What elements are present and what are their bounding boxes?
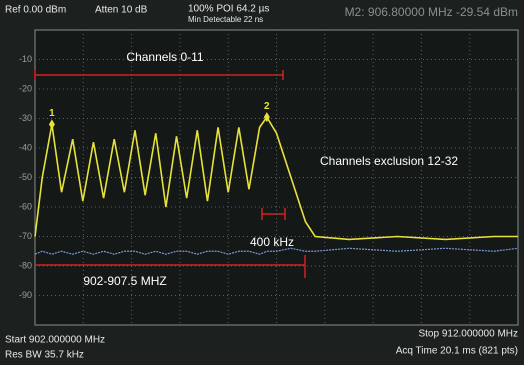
annotation: 902-907.5 MHZ (83, 274, 166, 288)
res-bw: Res BW 35.7 kHz (5, 350, 84, 361)
y-tick-label: -40 (19, 142, 32, 152)
y-tick-label: -30 (19, 113, 32, 123)
marker-label: 2 (264, 101, 270, 112)
ref-level: Ref 0.00 dBm (5, 5, 66, 16)
marker-readout: M2: 906.80000 MHz -29.54 dBm (345, 5, 518, 19)
acq-time: Acq Time 20.1 ms (821 pts) (396, 346, 518, 357)
y-tick-label: -10 (19, 54, 32, 64)
min-detectable: Min Detectable 22 ns (188, 15, 263, 24)
page: Ref 0.00 dBm Atten 10 dB 100% POI 64.2 µ… (0, 0, 524, 365)
marker-label: 1 (49, 108, 55, 119)
start-freq: Start 902.000000 MHz (5, 335, 105, 346)
annotation: Channels 0-11 (126, 50, 203, 64)
y-tick-label: -20 (19, 83, 32, 93)
y-tick-label: -60 (19, 201, 32, 211)
analyzer-screen: Ref 0.00 dBm Atten 10 dB 100% POI 64.2 µ… (0, 0, 524, 365)
annotation: 400 kHz (250, 235, 294, 249)
y-tick-label: -80 (19, 260, 32, 270)
atten: Atten 10 dB (95, 5, 148, 16)
stop-freq: Stop 912.000000 MHz (418, 329, 518, 340)
annotation: Channels exclusion 12-32 (320, 154, 458, 168)
y-tick-label: -90 (19, 290, 32, 300)
poi: 100% POI 64.2 µs (188, 4, 269, 15)
y-tick-label: -50 (19, 172, 32, 182)
y-tick-label: -70 (19, 231, 32, 241)
